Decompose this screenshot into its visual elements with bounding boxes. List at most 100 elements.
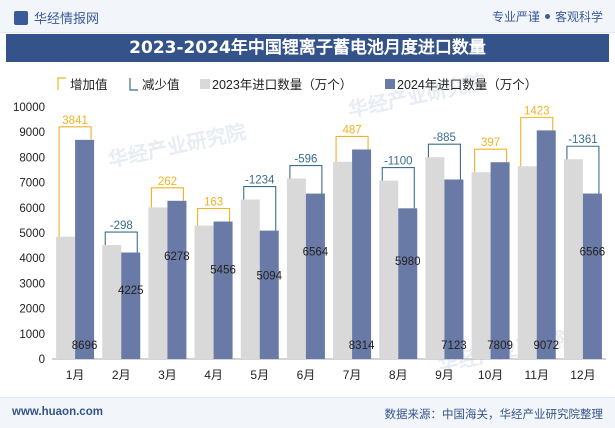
decrease-bracket: [289, 165, 323, 194]
bar-2024: [121, 252, 141, 359]
data-label-2024: 9072: [533, 340, 559, 352]
difference-label: 1423: [524, 105, 550, 117]
data-label-2024: 4225: [118, 285, 144, 297]
bar-2024: [490, 162, 510, 359]
data-label-2024: 8314: [349, 340, 375, 352]
difference-label: 262: [158, 176, 177, 188]
x-tick-label: 2月: [112, 368, 131, 382]
tag-right: 客观科学: [554, 10, 603, 24]
data-label-2024: 5094: [256, 271, 282, 283]
bar-2024: [444, 179, 464, 359]
data-label-2024: 5980: [395, 256, 421, 268]
bar-2024: [352, 149, 372, 359]
footer: www.huaon.com 数据来源：中国海关，华经产业研究院整理: [0, 397, 615, 428]
dot-icon: [544, 14, 550, 19]
legend-decrease-icon: [129, 78, 138, 91]
decrease-bracket: [381, 167, 415, 209]
x-tick-label: 8月: [389, 368, 408, 382]
bar-2024: [305, 193, 325, 359]
bar-2024: [75, 139, 95, 359]
legend-swatch: [200, 79, 210, 89]
y-tick-label: 5000: [19, 228, 45, 240]
difference-label: -1361: [568, 134, 597, 146]
x-tick-label: 6月: [297, 368, 316, 382]
brand-logo-icon: [14, 11, 28, 25]
legend-label: 2023年进口数量（万个）: [212, 77, 352, 92]
y-tick-label: 9000: [19, 127, 45, 139]
legend-label: 增加值: [70, 77, 108, 92]
increase-bracket: [150, 187, 184, 208]
bar-2024: [213, 221, 233, 359]
bar-2023: [379, 180, 399, 359]
top-bar: 华经情报网 专业严谨 客观科学: [0, 0, 615, 33]
legend-swatch: [385, 79, 395, 89]
difference-label: 3841: [62, 115, 88, 127]
difference-label: -298: [110, 220, 133, 232]
bar-2023: [56, 236, 76, 359]
watermark: 华经产业研究院: [106, 119, 248, 172]
bar-2024: [536, 130, 556, 359]
chart: 华经产业研究院华经产业研究院华经产业研究院增加值减少值2023年进口数量（万个）…: [13, 69, 606, 382]
decrease-bracket: [427, 143, 461, 180]
y-tick-label: 1000: [19, 329, 45, 341]
x-tick-label: 7月: [343, 368, 362, 382]
increase-bracket: [474, 148, 508, 173]
brand: 华经情报网: [14, 8, 99, 27]
bar-2023: [194, 225, 214, 359]
data-label-2024: 6278: [164, 251, 190, 263]
y-tick-label: 3000: [19, 278, 45, 290]
difference-label: 487: [342, 124, 361, 136]
x-tick-label: 4月: [204, 368, 223, 382]
decrease-bracket: [566, 145, 600, 194]
x-tick-label: 3月: [158, 368, 177, 382]
legend-label: 2024年进口数量（万个）: [397, 77, 537, 92]
data-label-2024: 7123: [441, 340, 467, 352]
increase-bracket: [520, 116, 554, 167]
increase-bracket: [335, 135, 369, 162]
bar-2023: [563, 159, 583, 359]
header-tags: 专业严谨 客观科学: [492, 8, 603, 25]
increase-bracket: [197, 207, 231, 226]
y-tick-label: 0: [39, 354, 45, 366]
bar-2023: [102, 245, 122, 359]
increase-bracket: [58, 126, 92, 237]
difference-label: -596: [294, 154, 317, 166]
x-tick-label: 11月: [525, 368, 549, 382]
bar-2024: [259, 230, 279, 359]
decrease-bracket: [104, 231, 138, 253]
legend-increase-icon: [57, 77, 66, 90]
difference-label: 163: [204, 197, 223, 209]
y-tick-label: 10000: [13, 102, 45, 114]
bar-2024: [582, 193, 602, 359]
bar-2023: [240, 199, 260, 359]
data-label-2024: 6566: [580, 246, 606, 258]
bar-2023: [333, 161, 353, 359]
footer-url[interactable]: www.huaon.com: [12, 406, 103, 418]
bar-2023: [148, 207, 168, 359]
x-tick-label: 1月: [66, 368, 85, 382]
decrease-bracket: [243, 185, 277, 231]
y-tick-label: 8000: [19, 152, 45, 164]
difference-label: 397: [481, 137, 500, 149]
data-label-2024: 5456: [210, 265, 236, 277]
x-tick-label: 10月: [478, 368, 503, 382]
data-label-2024: 8696: [72, 340, 98, 352]
difference-label: -1234: [245, 175, 275, 187]
bar-2024: [398, 208, 418, 359]
difference-label: -885: [433, 132, 456, 144]
y-tick-label: 4000: [19, 253, 45, 265]
data-label-2024: 6564: [303, 246, 329, 258]
x-tick-label: 9月: [435, 368, 454, 382]
x-tick-label: 5月: [250, 368, 269, 382]
bar-2023: [517, 166, 537, 359]
y-tick-label: 6000: [19, 203, 45, 215]
x-tick-label: 12月: [570, 368, 595, 382]
bar-2023: [425, 157, 445, 359]
chart-title: 2023-2024年中国锂离子蓄电池月度进口数量: [6, 34, 609, 62]
bar-2023: [471, 172, 491, 359]
bar-2024: [167, 200, 187, 359]
difference-label: -1100: [384, 156, 413, 168]
y-tick-label: 2000: [19, 304, 45, 316]
data-label-2024: 7809: [487, 340, 513, 352]
bar-2023: [286, 178, 306, 359]
